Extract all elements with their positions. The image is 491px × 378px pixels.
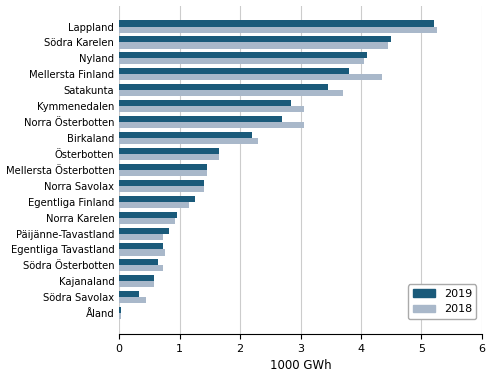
Bar (119, 20, 434, 26)
Bar (119, 122, 303, 128)
Bar (119, 90, 343, 96)
Bar (119, 52, 367, 58)
Bar (119, 26, 436, 33)
Bar (119, 291, 139, 297)
Bar (119, 74, 382, 81)
Bar (119, 154, 219, 160)
Bar (119, 42, 388, 48)
Bar (119, 186, 204, 192)
Bar (119, 218, 175, 224)
Bar (119, 281, 154, 287)
Bar (119, 164, 207, 170)
Bar (119, 313, 121, 319)
Bar (119, 84, 328, 90)
Bar (119, 259, 159, 265)
Bar (119, 234, 163, 240)
Bar (119, 196, 195, 202)
Bar (119, 36, 391, 42)
Bar (119, 170, 207, 176)
Bar (119, 132, 252, 138)
X-axis label: 1000 GWh: 1000 GWh (270, 359, 331, 372)
Legend: 2019, 2018: 2019, 2018 (408, 284, 476, 319)
Bar (119, 100, 292, 106)
Bar (119, 148, 219, 154)
Bar (119, 228, 169, 234)
Bar (119, 138, 258, 144)
Bar (119, 202, 189, 208)
Bar (119, 180, 204, 186)
Bar (119, 212, 177, 218)
Bar (119, 68, 349, 74)
Bar (119, 116, 282, 122)
Bar (119, 243, 163, 249)
Bar (119, 265, 163, 271)
Bar (119, 297, 146, 303)
Bar (119, 58, 364, 64)
Bar (119, 307, 121, 313)
Bar (119, 249, 164, 256)
Bar (119, 275, 154, 281)
Bar (119, 106, 303, 112)
